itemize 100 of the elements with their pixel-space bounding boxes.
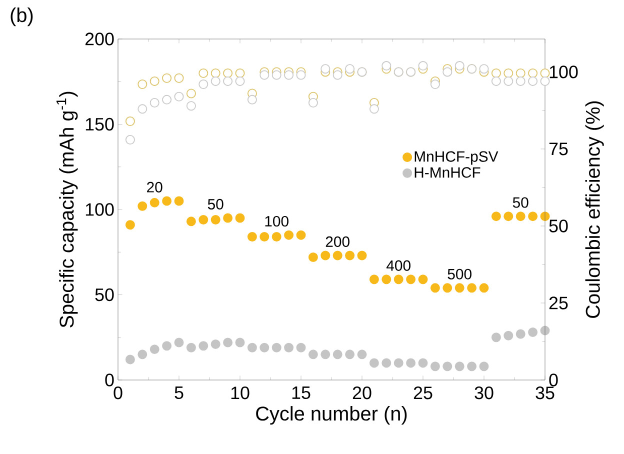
point — [260, 342, 270, 352]
point — [186, 342, 196, 352]
point — [138, 80, 148, 90]
point — [284, 70, 294, 80]
point — [491, 332, 501, 342]
point — [430, 283, 440, 293]
point — [382, 358, 392, 368]
point — [210, 339, 220, 349]
point — [369, 358, 379, 368]
point — [174, 73, 184, 83]
point — [491, 68, 501, 78]
point — [491, 212, 501, 222]
point — [479, 283, 489, 293]
point — [454, 362, 464, 372]
point — [442, 283, 452, 293]
point — [296, 70, 306, 80]
point — [186, 101, 196, 111]
point — [332, 350, 342, 360]
point — [479, 362, 489, 372]
annotation: 50 — [208, 198, 224, 210]
point — [320, 350, 330, 360]
point — [162, 73, 172, 83]
point — [345, 250, 355, 260]
x-axis-title: Cycle number (n) — [256, 406, 407, 425]
y-axis-title: Specific capacity (mAh g$^{-1}$) — [56, 92, 78, 328]
point — [272, 70, 282, 80]
y2-axis-title: Coulombic efficiency (%) — [585, 101, 604, 318]
point — [150, 76, 160, 86]
point — [138, 104, 148, 114]
legend-label: MnHCF-pSV — [414, 151, 498, 165]
point — [150, 198, 160, 208]
point — [223, 213, 233, 223]
x-tick-label: 30 — [474, 386, 494, 400]
point — [210, 68, 220, 78]
point — [528, 68, 538, 78]
y-tick-label: 0 — [105, 374, 114, 386]
point — [504, 212, 514, 222]
point — [138, 201, 148, 211]
point — [223, 76, 233, 86]
annotation: 500 — [448, 268, 472, 280]
point — [394, 274, 404, 284]
y2-tick-label: 50 — [549, 220, 568, 232]
point — [223, 338, 233, 348]
point — [162, 196, 172, 206]
point — [247, 232, 257, 242]
y-tick-label: 100 — [86, 203, 114, 216]
annotation: 400 — [386, 260, 410, 271]
point — [186, 88, 196, 98]
point — [406, 274, 416, 284]
point — [504, 68, 514, 78]
point — [272, 342, 282, 352]
point — [223, 68, 233, 78]
point — [125, 134, 135, 144]
point — [198, 68, 208, 78]
point — [284, 230, 294, 240]
point — [528, 76, 538, 86]
point — [174, 92, 184, 102]
y-tick-label: 50 — [95, 288, 114, 302]
point — [369, 104, 379, 114]
x-tick-label: 20 — [352, 386, 372, 400]
x-tick-label: 15 — [292, 386, 310, 400]
point — [162, 94, 172, 104]
point — [467, 362, 477, 372]
x-tick-label: 5 — [174, 386, 184, 400]
point — [235, 76, 245, 86]
point — [418, 358, 428, 368]
point — [247, 342, 257, 352]
point — [174, 196, 184, 206]
point — [332, 250, 342, 260]
point — [418, 274, 428, 284]
legend-label: H-MnHCF — [414, 167, 480, 178]
annotation: 20 — [147, 182, 162, 192]
point — [308, 350, 318, 360]
point — [308, 98, 318, 108]
point — [174, 338, 184, 348]
point — [382, 274, 392, 284]
point — [247, 94, 257, 104]
point — [528, 212, 538, 222]
point — [125, 354, 135, 364]
point — [540, 68, 550, 78]
y2-tick-label: 0 — [549, 374, 558, 386]
x-tick-label: 10 — [231, 386, 250, 400]
point — [528, 328, 538, 338]
point — [516, 329, 526, 339]
point — [198, 341, 208, 351]
point — [320, 64, 330, 74]
point — [504, 330, 514, 340]
y-tick-label: 150 — [86, 118, 114, 131]
point — [491, 76, 501, 86]
point — [125, 220, 135, 230]
point — [235, 68, 245, 78]
point — [516, 212, 526, 222]
y-tick-label: 200 — [85, 32, 114, 46]
point — [210, 76, 220, 86]
point — [394, 358, 404, 368]
point — [357, 250, 367, 260]
point — [430, 362, 440, 372]
point — [345, 350, 355, 360]
annotation: 100 — [265, 216, 288, 227]
point — [442, 362, 452, 372]
